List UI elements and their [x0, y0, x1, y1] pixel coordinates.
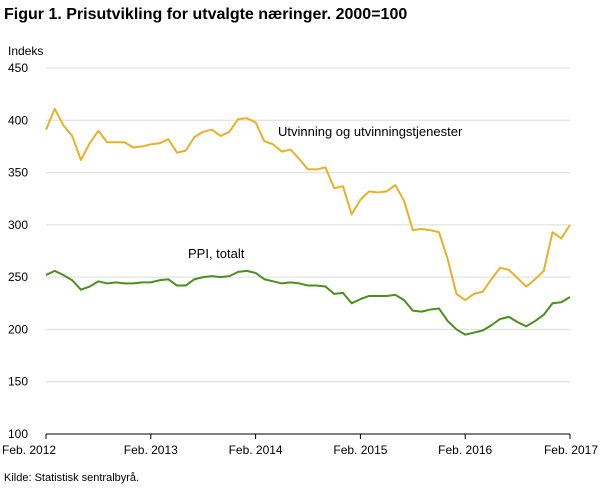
- x-tick-label: Feb. 2016: [438, 443, 492, 457]
- y-tick-label: 200: [8, 322, 28, 336]
- grid-lines: [46, 67, 570, 435]
- y-tick-label: 300: [8, 218, 28, 232]
- x-tick-label: Feb. 2014: [229, 443, 283, 457]
- x-axis: Feb. 2012 Feb. 2013 Feb. 2014 Feb. 2015 Feb.…: [2, 434, 598, 457]
- chart-title: Figur 1. Prisutvikling for utvalgte næri…: [4, 6, 408, 23]
- y-tick-label: 150: [8, 375, 28, 389]
- x-tick-label: Feb. 2017: [544, 443, 598, 457]
- series-line: [45, 107, 571, 302]
- source-note: Kilde: Statistisk sentralbyrå.: [4, 472, 140, 484]
- y-tick-label: 350: [8, 166, 28, 180]
- y-tick-label: 100: [8, 427, 28, 441]
- y-axis-label: Indeks: [8, 44, 43, 58]
- series-label: PPI, totalt: [188, 246, 245, 261]
- x-tick-label: Feb. 2015: [333, 443, 387, 457]
- y-tick-label: 450: [8, 61, 28, 75]
- y-tick-label: 250: [8, 270, 28, 284]
- x-tick-label: Feb. 2012: [2, 443, 56, 457]
- series-label: Utvinning og utvinningstjenester: [278, 124, 463, 139]
- series-line: [45, 269, 571, 336]
- y-axis: 100 150 200 250 300 350 400 450: [8, 61, 28, 441]
- y-tick-label: 400: [8, 113, 28, 127]
- series-group: Utvinning og utvinningstjenester PPI, tot…: [45, 107, 571, 336]
- x-tick-label: Feb. 2013: [124, 443, 178, 457]
